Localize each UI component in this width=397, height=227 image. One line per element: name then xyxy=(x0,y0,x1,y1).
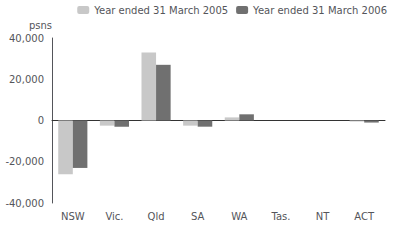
svg-text:0: 0 xyxy=(38,115,44,126)
svg-text:Qld: Qld xyxy=(148,211,165,222)
svg-text:20,000: 20,000 xyxy=(9,74,44,85)
svg-text:WA: WA xyxy=(231,211,247,222)
svg-text:Tas.: Tas. xyxy=(270,211,290,222)
svg-text:Year ended 31 March 2005: Year ended 31 March 2005 xyxy=(93,5,228,16)
svg-text:NT: NT xyxy=(316,211,330,222)
svg-text:40,000: 40,000 xyxy=(9,33,44,44)
svg-text:-20,000: -20,000 xyxy=(5,156,44,167)
svg-text:ACT: ACT xyxy=(354,211,375,222)
svg-text:Year ended 31 March 2006: Year ended 31 March 2006 xyxy=(252,5,387,16)
svg-text:Vic.: Vic. xyxy=(105,211,123,222)
svg-text:-40,000: -40,000 xyxy=(5,198,44,209)
svg-text:psns: psns xyxy=(29,20,52,31)
svg-text:SA: SA xyxy=(191,211,205,222)
svg-text:NSW: NSW xyxy=(61,211,85,222)
